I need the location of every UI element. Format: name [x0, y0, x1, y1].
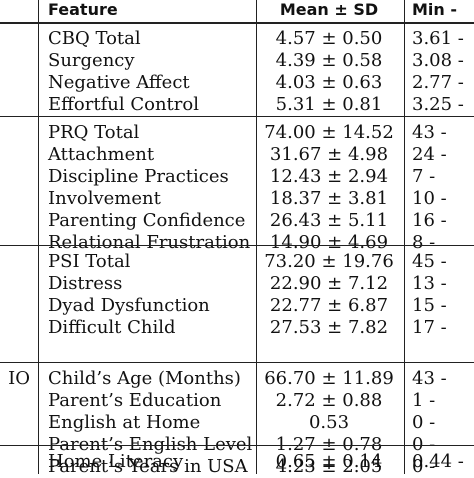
mean-sd-cell: 12.43 ± 2.94	[269, 166, 389, 187]
group-cell	[0, 166, 30, 188]
min-cell: 0 -	[412, 456, 436, 477]
feature-cell: Difficult Child	[48, 317, 176, 338]
row-divider	[0, 116, 474, 117]
mean-sd-cell: 27.53 ± 7.82	[269, 317, 389, 338]
feature-cell: Home Literacy	[48, 451, 184, 472]
min-cell: 0 -	[412, 412, 436, 433]
min-cell: 7 -	[412, 166, 436, 187]
min-cell: 3.61 -	[412, 28, 464, 49]
min-cell: 10 -	[412, 188, 447, 209]
mean-sd-cell: 66.70 ± 11.89	[264, 368, 394, 389]
min-cell: 2.77 -	[412, 72, 464, 93]
mean-sd-cell: 0.65 ± 0.14	[275, 451, 383, 472]
header-mean-sd: Mean ± SD	[279, 0, 379, 19]
feature-cell: Parent’s Education	[48, 390, 222, 411]
feature-cell: Surgency	[48, 50, 135, 71]
group-cell	[0, 122, 30, 144]
feature-cell: CBQ Total	[48, 28, 141, 49]
mean-sd-cell: 31.67 ± 4.98	[269, 144, 389, 165]
min-cell: 3.08 -	[412, 50, 464, 71]
feature-cell: Parenting Confidence	[48, 210, 246, 231]
group-cell	[0, 295, 30, 317]
mean-sd-cell: 26.43 ± 5.11	[269, 210, 389, 231]
mean-sd-cell: 74.00 ± 14.52	[264, 122, 394, 143]
mean-sd-cell: 73.20 ± 19.76	[264, 251, 394, 272]
group-cell	[0, 144, 30, 166]
feature-cell: Discipline Practices	[48, 166, 229, 187]
min-cell: 17 -	[412, 317, 447, 338]
row-divider	[0, 445, 474, 446]
feature-cell: Involvement	[48, 188, 161, 209]
group-cell	[0, 412, 30, 434]
min-cell: 15 -	[412, 295, 447, 316]
min-cell: 1 -	[412, 390, 436, 411]
group-cell	[0, 251, 30, 273]
mean-sd-cell: 4.03 ± 0.63	[275, 72, 383, 93]
group-cell	[0, 317, 30, 339]
column-divider	[256, 0, 257, 474]
min-cell: 8 -	[412, 232, 436, 253]
group-cell	[0, 273, 30, 295]
feature-cell: English at Home	[48, 412, 201, 433]
mean-sd-cell: 22.77 ± 6.87	[269, 295, 389, 316]
group-cell	[0, 390, 30, 412]
feature-cell: PSI Total	[48, 251, 131, 272]
column-divider	[404, 0, 405, 474]
feature-cell: Child’s Age (Months)	[48, 368, 241, 389]
feature-cell: Dyad Dysfunction	[48, 295, 210, 316]
header-group	[0, 0, 30, 21]
min-cell: 0 -	[412, 434, 436, 455]
min-cell: 16 -	[412, 210, 447, 231]
mean-sd-cell: 22.90 ± 7.12	[269, 273, 389, 294]
min-cell: 24 -	[412, 144, 447, 165]
group-cell: IO	[8, 368, 30, 389]
group-cell	[0, 50, 30, 72]
mean-sd-cell: 4.39 ± 0.58	[275, 50, 383, 71]
group-cell	[0, 28, 30, 50]
feature-cell: Negative Affect	[48, 72, 190, 93]
row-divider	[0, 245, 474, 246]
feature-cell: PRQ Total	[48, 122, 140, 143]
min-cell: 43 -	[412, 368, 447, 389]
feature-cell: Parent’s English Level	[48, 434, 253, 455]
min-cell: 3.25 -	[412, 94, 464, 115]
feature-cell: Relational Frustration	[48, 232, 251, 253]
column-divider	[38, 0, 39, 474]
feature-cell: Distress	[48, 273, 123, 294]
group-cell	[0, 188, 30, 210]
row-divider	[0, 362, 474, 363]
group-cell	[0, 210, 30, 232]
mean-sd-cell: 0.53	[308, 412, 350, 433]
mean-sd-cell: 4.57 ± 0.50	[275, 28, 383, 49]
group-cell	[0, 94, 30, 116]
mean-sd-cell: 18.37 ± 3.81	[269, 188, 389, 209]
mean-sd-cell: 5.31 ± 0.81	[275, 94, 383, 115]
min-cell: 0.44 -	[412, 451, 464, 472]
min-cell: 45 -	[412, 251, 447, 272]
feature-cell: Attachment	[48, 144, 155, 165]
feature-cell: Parent’s Years in USA	[48, 456, 248, 477]
mean-sd-cell: 4.23 ± 2.05	[275, 456, 383, 477]
min-cell: 13 -	[412, 273, 447, 294]
feature-cell: Effortful Control	[48, 94, 199, 115]
min-cell: 43 -	[412, 122, 447, 143]
group-cell	[0, 72, 30, 94]
mean-sd-cell: 1.27 ± 0.78	[275, 434, 383, 455]
header-min: Min -	[412, 0, 458, 19]
header-feature: Feature	[48, 0, 118, 19]
mean-sd-cell: 14.90 ± 4.69	[269, 232, 389, 253]
row-divider	[0, 22, 474, 24]
group-cell	[0, 451, 30, 473]
mean-sd-cell: 2.72 ± 0.88	[275, 390, 383, 411]
